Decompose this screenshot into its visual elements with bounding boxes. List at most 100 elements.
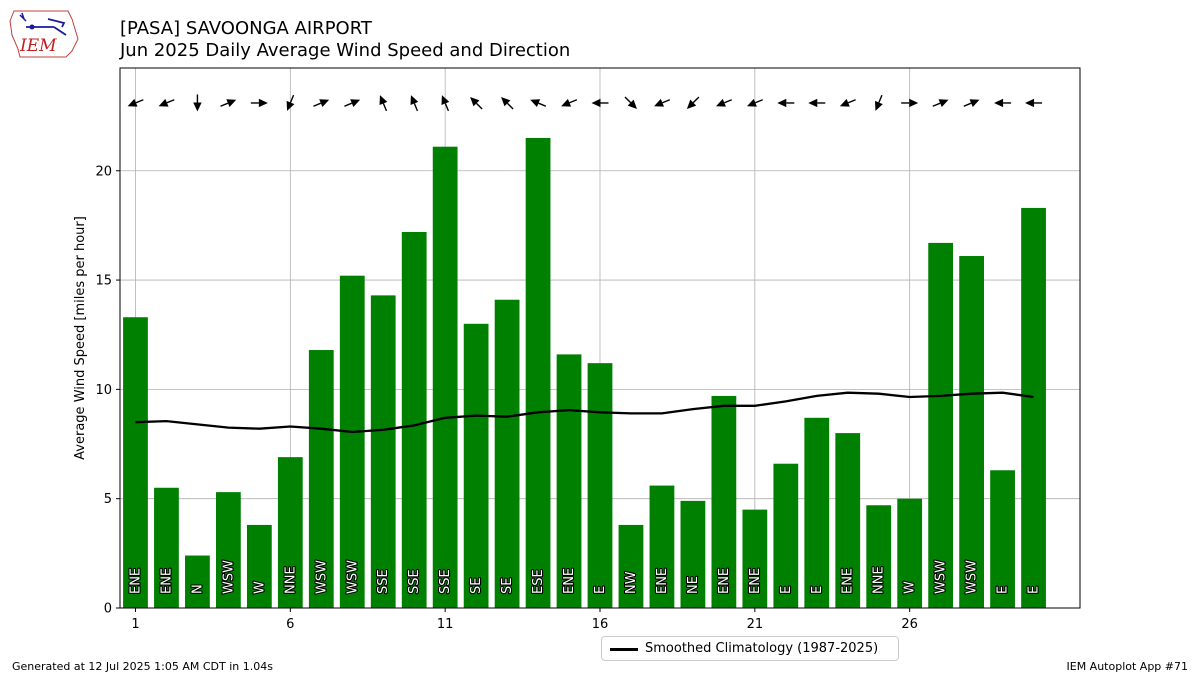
wind-arrow [193,94,202,112]
bar [835,433,861,608]
direction-label: E [996,586,1011,594]
direction-label: SSE [438,569,453,594]
wind-arrow [158,98,175,107]
wind-arrow [313,99,330,108]
direction-label: ENE [717,568,732,594]
direction-label: WSW [314,560,329,594]
direction-label: ENE [655,568,670,594]
wind-arrow [410,95,419,112]
bar [185,555,210,608]
bar [556,354,582,608]
y-tick-label: 20 [95,164,112,179]
wind-arrow [344,99,361,108]
x-tick-label: 26 [901,617,918,632]
footer-generated: Generated at 12 Jul 2025 1:05 AM CDT in … [12,660,273,673]
direction-label: ENE [159,568,174,594]
bar [494,299,520,608]
wind-arrow [875,94,883,111]
chart-title: [PASA] SAVOONGA AIRPORT [120,18,372,39]
bar [123,317,148,608]
chart-subtitle: Jun 2025 Daily Average Wind Speed and Di… [120,40,571,61]
direction-label: ENE [748,568,763,594]
bar [928,242,954,608]
direction-label: ENE [562,568,577,594]
wind-arrow [379,95,388,112]
bar [216,492,241,608]
wind-arrow [994,98,1012,108]
bar [246,524,272,608]
wind-arrow [716,98,732,107]
bar [277,457,303,608]
direction-label: NNE [872,566,887,594]
bar [401,231,427,609]
wind-arrow [932,99,949,108]
bar [866,505,892,608]
direction-label: WSW [934,560,949,594]
direction-label: ENE [841,568,856,594]
direction-label: SSE [376,569,391,594]
legend: Smoothed Climatology (1987-2025) [601,636,899,661]
wind-arrow [686,96,700,109]
direction-label: WSW [965,560,980,594]
footer-app-name: IEM Autoplot App #71 [1066,660,1189,673]
wind-arrow [530,99,547,108]
wind-arrow [1025,98,1043,108]
bar [618,524,644,608]
y-axis-label: Average Wind Speed [miles per hour] [73,216,88,460]
wind-arrow [963,99,980,108]
direction-label: SSE [407,569,422,594]
wind-arrow [286,94,295,111]
iem-logo: IEM [9,10,79,58]
bar [339,275,365,608]
x-tick-label: 16 [592,617,609,632]
direction-label: ENE [128,568,143,594]
bar [587,363,613,608]
direction-label: NNE [283,566,298,594]
direction-label: NE [686,576,701,594]
wind-arrow [624,96,637,109]
wind-arrow [220,99,237,108]
bar [742,509,768,608]
direction-label: WSW [221,560,236,594]
bar [711,395,737,608]
climatology-line [135,391,1034,434]
direction-label: W [903,581,918,594]
direction-label: E [593,586,608,594]
direction-label: SE [500,578,515,594]
wind-arrow [127,98,144,107]
wind-arrow [777,98,795,108]
x-tick-label: 6 [286,617,294,632]
legend-climatology-swatch [610,648,638,651]
bar [1021,207,1046,609]
wind-arrow [501,96,514,110]
y-tick-label: 15 [95,274,112,289]
y-tick-label: 5 [104,492,112,507]
wind-arrow [470,96,483,110]
bar [680,500,706,608]
direction-label: NW [624,571,639,594]
x-tick-label: 1 [131,617,139,632]
bar [773,463,799,608]
x-tick-label: 11 [437,617,454,632]
direction-label: ESE [531,569,546,594]
bar [990,470,1015,608]
bar [959,256,984,608]
bar [649,485,675,608]
legend-climatology-label: Smoothed Climatology (1987-2025) [645,641,879,656]
wind-arrow [808,98,826,108]
y-tick-label: 0 [104,602,112,617]
x-tick-label: 21 [747,617,764,632]
direction-label: E [810,586,825,594]
wind-arrow [839,98,856,107]
direction-label: WSW [345,560,360,594]
y-tick-label: 10 [95,383,112,398]
direction-label: N [190,584,205,594]
direction-label: SE [469,578,484,594]
bars [123,137,1046,609]
wind-arrow [654,98,671,107]
bar [804,417,830,608]
wind-arrows [127,94,1043,112]
wind-arrow [561,98,578,107]
